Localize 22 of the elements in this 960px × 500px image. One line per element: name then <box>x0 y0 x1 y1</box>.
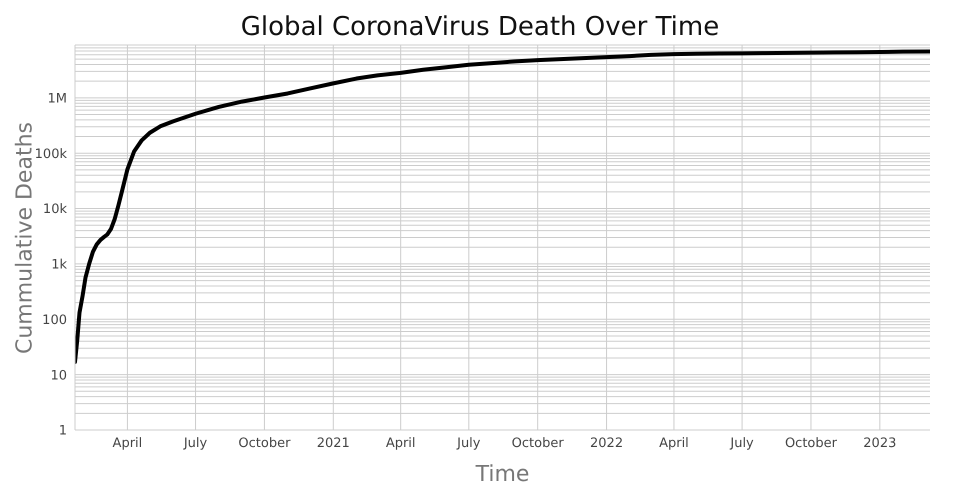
x-tick-label: April <box>386 436 416 452</box>
x-tick-label: April <box>659 436 689 452</box>
x-axis-title: Time <box>474 462 530 487</box>
chart-title: Global CoronaVirus Death Over Time <box>240 12 720 42</box>
x-tick-label: 2023 <box>863 436 896 452</box>
y-tick-label: 100k <box>34 146 68 162</box>
y-tick-label: 1 <box>58 424 67 439</box>
y-tick-label: 100 <box>42 312 67 328</box>
x-tick-label: July <box>456 436 481 452</box>
x-tick-label: October <box>512 436 564 452</box>
x-tick-label: 2022 <box>590 436 624 452</box>
y-tick-label: 1k <box>51 258 68 273</box>
y-tick-label: 10 <box>50 368 67 384</box>
x-tick-label: July <box>729 436 754 452</box>
y-axis-title: Cummulative Deaths <box>12 122 38 354</box>
y-tick-label: 10k <box>42 202 68 218</box>
x-tick-label: July <box>182 436 208 452</box>
x-tick-label: October <box>238 436 292 452</box>
x-tick-label: October <box>784 436 838 452</box>
y-tick-label: 1M <box>48 91 67 106</box>
x-tick-label: April <box>112 436 142 452</box>
x-tick-label: 2021 <box>316 436 350 452</box>
